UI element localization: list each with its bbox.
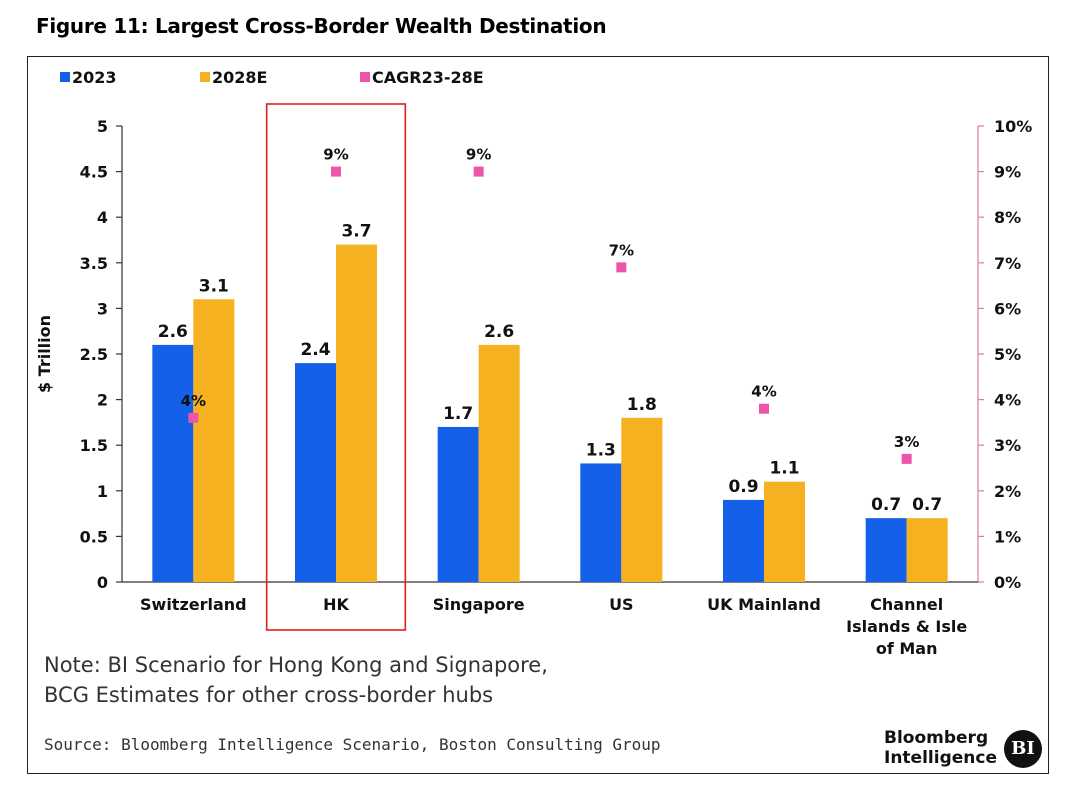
cagr-point [188,412,199,423]
chart-frame [27,56,1049,774]
y2-tick-label: 5% [994,345,1021,364]
data-label-2028e: 2.6 [484,322,514,342]
cagr-point [901,453,912,464]
bar-2028e [621,417,663,582]
cagr-label: 4% [751,383,776,401]
cagr-point [616,262,627,273]
highlight-box [265,103,407,631]
y2-tick-label: 9% [994,163,1021,182]
data-label-2023: 2.6 [158,322,188,342]
bar-2023 [865,518,907,582]
category-label: Singapore [433,595,525,614]
bar-2028e [906,518,948,582]
cagr-label: 9% [323,146,348,164]
data-label-2028e: 1.8 [627,395,657,415]
category-label: Switzerland [140,595,247,614]
bar-2023 [580,463,622,582]
y2-tick-label: 7% [994,254,1021,273]
y2-tick-label: 3% [994,436,1021,455]
brand-line-2: Intelligence [884,748,997,768]
cagr-point [331,166,341,177]
y2-tick-label: 1% [994,527,1021,546]
cagr-point [759,403,769,414]
category-label: US [609,595,634,614]
brand-wordmark: Bloomberg Intelligence [884,728,997,768]
legend-swatch [360,72,370,82]
category-label: HK [323,595,349,614]
category-label: Channel [870,595,943,614]
data-label-2023: 1.7 [443,404,473,424]
y2-tick-label: 8% [994,208,1021,227]
chart-marks: 2.6 3.1 4% Switzerland 2.4 3.7 9% HK 1.7 2.6 9% Sin… [140,103,967,658]
legend-label: 2028E [212,68,267,87]
data-label-2023: 0.9 [728,477,758,497]
bar-2028e [193,299,235,582]
y-tick-label: 1 [97,482,108,501]
bar-2023 [437,426,479,582]
legend-swatch [60,72,70,82]
y2-tick-label: 0% [994,573,1021,592]
y-tick-label: 1.5 [80,436,108,455]
y-tick-label: 3 [97,299,108,318]
bi-logo-icon: BI [1004,730,1042,768]
note-line-2: BCG Estimates for other cross-border hub… [44,683,494,707]
legend-label: CAGR23-28E [372,68,484,87]
cagr-label: 4% [181,392,206,410]
category-label: UK Mainland [707,595,821,614]
data-label-2028e: 3.1 [199,276,229,296]
data-label-2028e: 3.7 [341,222,371,242]
cagr-point [473,166,484,177]
bar-2023 [295,363,336,582]
y-tick-label: 0.5 [80,527,108,546]
bar-2023 [152,344,194,582]
legend-swatch [200,72,210,82]
legend: 2023 2028E CAGR23-28E [60,68,484,87]
figure-title: Figure 11: Largest Cross-Border Wealth D… [36,14,607,38]
category-label: of Man [876,639,938,658]
data-label-2028e: 0.7 [912,495,942,515]
bar-2028e [336,244,377,582]
data-label-2023: 2.4 [300,340,330,360]
y-tick-label: 3.5 [80,254,108,273]
y2-tick-label: 4% [994,391,1021,410]
category-label: Islands & Isle [846,617,967,636]
y-axis-label: $ Trillion [35,315,54,393]
y-tick-label: 2 [97,391,108,410]
y-tick-label: 4.5 [80,163,108,182]
note-line-1: Note: BI Scenario for Hong Kong and Sign… [44,653,548,677]
y-tick-label: 4 [97,208,108,227]
bar-2028e [764,481,805,582]
data-label-2023: 0.7 [871,495,901,515]
bar-2023 [723,499,764,582]
bar-2028e [478,344,520,582]
legend-label: 2023 [72,68,117,87]
y-tick-label: 0 [97,573,108,592]
data-label-2028e: 1.1 [769,459,799,479]
cagr-label: 7% [609,241,634,259]
cagr-label: 3% [894,433,919,451]
y-tick-label: 5 [97,117,108,136]
note: Note: BI Scenario for Hong Kong and Sign… [44,650,548,710]
brand-line-1: Bloomberg [884,728,989,748]
y-tick-label: 2.5 [80,345,108,364]
axes: 0 0.5 1 1.5 2 2.5 3 3.5 4 4.5 5 0% 1% 2% 3% 4% 5% 6% 7% 8% 9… [35,117,1032,592]
data-label-2023: 1.3 [586,440,616,460]
y2-tick-label: 6% [994,299,1021,318]
cagr-label: 9% [466,146,491,164]
source-text: Source: Bloomberg Intelligence Scenario,… [44,735,661,754]
y2-tick-label: 10% [994,117,1032,136]
y2-tick-label: 2% [994,482,1021,501]
